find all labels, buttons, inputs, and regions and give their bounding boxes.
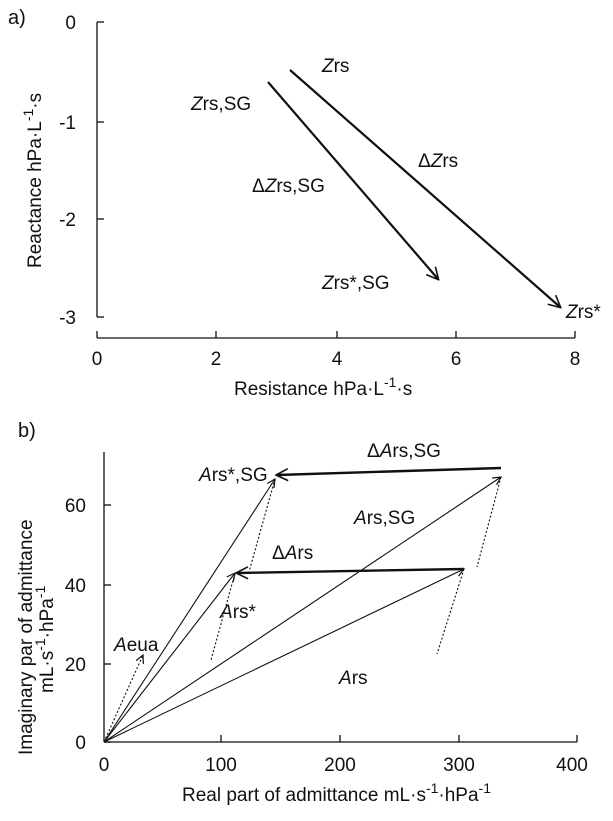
label-aeua: Aeua xyxy=(113,635,159,656)
panel-b-label: b) xyxy=(18,420,36,442)
panel-a-xtick-label: 6 xyxy=(451,349,462,370)
vector-ars-star-sg xyxy=(103,479,275,743)
panel-b-ytick-label: 20 xyxy=(65,655,86,676)
dotted-shift-ars-star xyxy=(210,572,236,661)
panel-a-xtick-label: 0 xyxy=(92,349,103,370)
panel-a-ytick-label: -3 xyxy=(59,308,76,329)
panel-b-x-label: Real part of admittance mL·s-1·hPa-1 xyxy=(182,780,491,806)
panel-a: a) 0 -1 -2 -3 0 2 4 6 8 Resistance hPa·L… xyxy=(8,7,601,400)
panel-b: b) 0 20 40 60 0 100 200 300 400 Real par… xyxy=(16,420,588,806)
panel-a-ytick-label: -1 xyxy=(59,113,76,134)
label-delta-ars-sg: ΔArs,SG xyxy=(367,441,441,462)
panel-a-label: a) xyxy=(8,7,26,29)
delta-ars-sg-arrow xyxy=(277,466,502,475)
label-zrs-star: Zrs* xyxy=(565,302,601,323)
delta-zrs-sg-arrow xyxy=(267,81,438,279)
panel-a-y-label: Reactance hPa·L-1·s xyxy=(20,93,46,268)
vector-ars-sg xyxy=(103,477,501,743)
panel-b-ytick-label: 60 xyxy=(65,496,86,517)
label-delta-zrs-sg: ΔZrs,SG xyxy=(252,176,325,197)
panel-b-ytick-label: 0 xyxy=(75,733,86,754)
dotted-shift-ars-star-sg xyxy=(248,478,276,573)
panel-a-xtick-label: 8 xyxy=(570,349,581,370)
delta-zrs-arrow xyxy=(289,69,560,307)
panel-a-xtick-label: 2 xyxy=(211,349,222,370)
delta-ars-arrow xyxy=(237,569,465,573)
label-ars-star: Ars* xyxy=(219,602,257,623)
dotted-shift-ars xyxy=(436,568,465,655)
label-zrs: Zrs xyxy=(321,56,349,77)
label-ars: Ars xyxy=(338,668,368,689)
panel-b-xtick-label: 300 xyxy=(443,755,475,776)
panel-a-ytick-label: -2 xyxy=(59,210,76,231)
label-delta-ars: ΔArs xyxy=(272,543,313,564)
panel-b-y-label-line2: mL·s-1·hPa-1 xyxy=(32,586,58,693)
panel-b-xtick-label: 200 xyxy=(324,755,356,776)
label-zrs-star-sg: Zrs*,SG xyxy=(321,273,390,294)
label-delta-zrs: ΔZrs xyxy=(418,151,458,172)
label-zrs-sg: Zrs,SG xyxy=(190,94,251,115)
panel-a-xtick-label: 4 xyxy=(332,349,343,370)
label-ars-star-sg: Ars*,SG xyxy=(198,465,268,486)
panel-b-ytick-label: 40 xyxy=(65,576,86,597)
vector-ars xyxy=(103,569,464,743)
vector-ars-star xyxy=(103,573,235,743)
panel-b-xtick-label: 400 xyxy=(556,755,588,776)
panel-b-y-label-line1: Imaginary par of admittance xyxy=(16,519,37,755)
panel-a-x-label: Resistance hPa·L-1·s xyxy=(234,374,412,400)
panel-b-xtick-label: 0 xyxy=(99,755,110,776)
dotted-shift-ars-sg xyxy=(476,476,502,568)
label-ars-sg: Ars,SG xyxy=(353,508,415,529)
panel-b-xtick-label: 100 xyxy=(205,755,237,776)
panel-a-ytick-label: 0 xyxy=(65,13,76,34)
